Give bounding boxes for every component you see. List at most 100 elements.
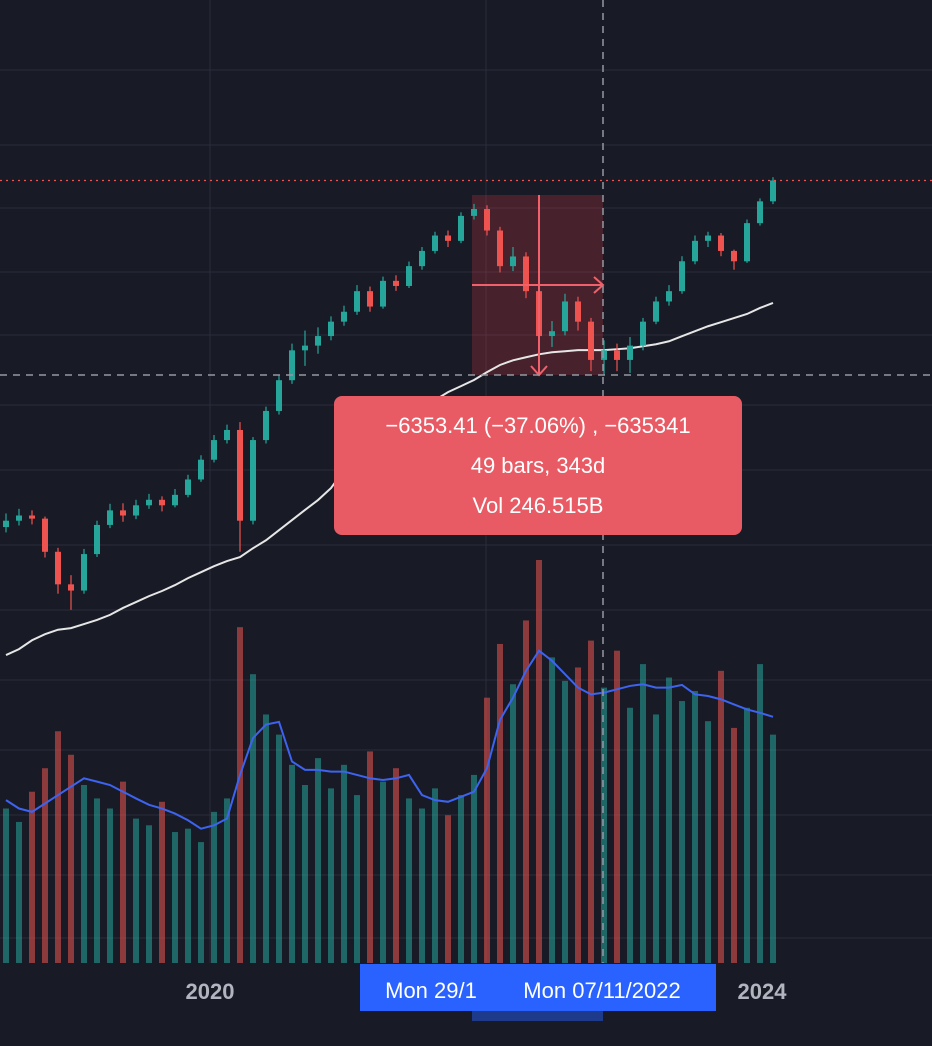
volume-bar [380, 781, 386, 963]
volume-bar [237, 627, 243, 963]
candle-body [627, 345, 633, 360]
candle-body [68, 584, 74, 591]
volume-bar [68, 754, 74, 963]
candle-body [640, 321, 646, 346]
volume-bar [3, 808, 9, 963]
candle-body [315, 336, 321, 346]
candle-body [237, 429, 243, 521]
candle-body [198, 459, 204, 480]
volume-bar [562, 680, 568, 963]
volume-bar [406, 798, 412, 963]
volume-bar [666, 677, 672, 963]
volume-bar [185, 828, 191, 963]
candle-body [29, 515, 35, 519]
volume-bar [497, 643, 503, 963]
volume-bar [211, 811, 217, 963]
candle-body [185, 479, 191, 495]
candle-body [523, 256, 529, 292]
volume-bar [484, 697, 490, 963]
candle-body [718, 235, 724, 251]
candle-body [289, 350, 295, 381]
candle-body [419, 250, 425, 267]
volume-bar [16, 821, 22, 963]
volume-bar [315, 758, 321, 963]
volume-bar [133, 818, 139, 963]
candle-body [575, 301, 581, 322]
volume-bar [29, 791, 35, 963]
volume-bar [367, 751, 373, 963]
tooltip-change: −6353.41 (−37.06%) , −635341 [385, 413, 690, 438]
volume-bar [341, 764, 347, 963]
candle-body [16, 515, 22, 521]
measure-tooltip: −6353.41 (−37.06%) , −635341 49 bars, 34… [334, 396, 742, 535]
candle-body [341, 311, 347, 322]
volume-bar [432, 788, 438, 963]
volume-pane [3, 560, 776, 963]
candle-body [484, 209, 490, 231]
candle-body [120, 510, 126, 516]
volume-bar [627, 707, 633, 963]
volume-bar [536, 560, 542, 963]
candle-body [55, 551, 61, 585]
volume-bar [692, 690, 698, 963]
candle-body [172, 494, 178, 506]
candle-body [601, 350, 607, 360]
volume-bar [250, 674, 256, 963]
candle-body [211, 440, 217, 460]
candle-body [770, 180, 776, 202]
volume-bar [159, 801, 165, 963]
candle-body [302, 345, 308, 351]
range-end-label: Mon 07/11/2022 [523, 978, 680, 1003]
candle-body [224, 429, 230, 441]
range-highlight [472, 1011, 603, 1021]
candle-body [107, 510, 113, 525]
volume-bar [705, 721, 711, 963]
volume-bar [575, 667, 581, 963]
volume-bar [120, 781, 126, 963]
volume-bar [679, 701, 685, 963]
volume-bar [354, 795, 360, 963]
candle-body [42, 518, 48, 552]
candle-body [731, 250, 737, 262]
volume-bar [198, 842, 204, 963]
volume-bar [458, 795, 464, 963]
candle-body [276, 380, 282, 411]
candle-body [406, 266, 412, 286]
candle-body [549, 331, 555, 337]
candle-body [133, 505, 139, 516]
volume-bar [42, 768, 48, 963]
range-label-box [360, 964, 716, 1011]
candle-body [614, 350, 620, 360]
tooltip-box [334, 396, 742, 535]
x-axis-label: 2024 [738, 979, 788, 1004]
volume-bar [302, 785, 308, 963]
volume-bar [107, 808, 113, 963]
volume-bar [471, 774, 477, 963]
candle-body [250, 440, 256, 521]
candle-body [458, 215, 464, 241]
candle-body [666, 291, 672, 302]
volume-bar [614, 650, 620, 963]
volume-bar [588, 640, 594, 963]
volume-bar [55, 731, 61, 963]
volume-bar [653, 714, 659, 963]
candle-body [497, 230, 503, 267]
candle-body [159, 499, 165, 506]
candle-body [367, 291, 373, 307]
candle-body [432, 235, 438, 251]
candle-body [328, 321, 334, 337]
candle-body [263, 410, 269, 441]
volume-bar [393, 768, 399, 963]
candle-body [679, 261, 685, 292]
candle-body [445, 235, 451, 241]
volume-bar [289, 764, 295, 963]
tooltip-bars: 49 bars, 343d [471, 453, 606, 478]
candle-body [354, 291, 360, 312]
price-pane [0, 177, 932, 656]
volume-bar [276, 734, 282, 963]
candle-body [757, 201, 763, 224]
volume-bar [146, 825, 152, 963]
volume-bar [224, 798, 230, 963]
candle-body [588, 321, 594, 360]
